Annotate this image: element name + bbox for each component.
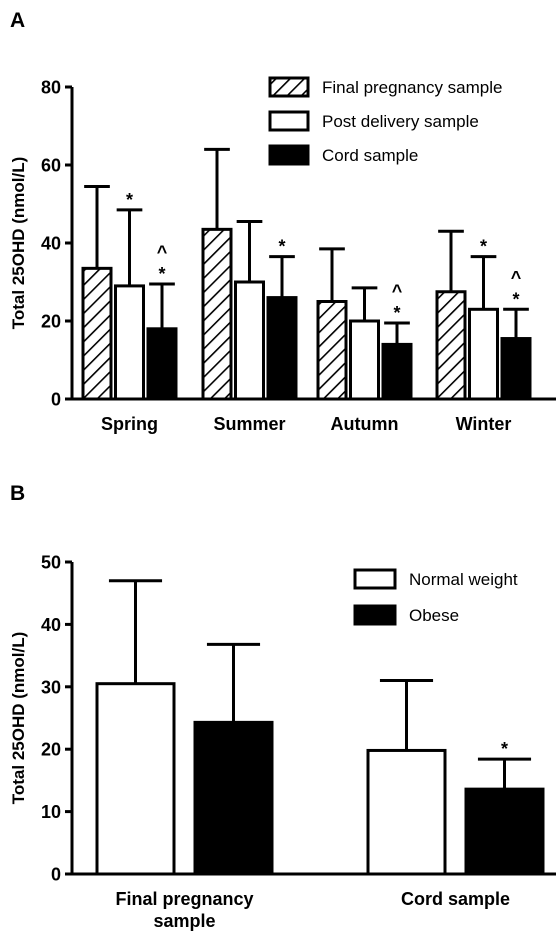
bar — [234, 280, 265, 401]
significance-marker: ^ — [157, 242, 168, 262]
legend-label: Cord sample — [322, 146, 418, 165]
bar — [114, 284, 145, 401]
significance-marker: * — [512, 289, 519, 309]
bar — [201, 227, 233, 401]
significance-marker: * — [126, 190, 133, 210]
y-tick-label: 20 — [41, 312, 61, 332]
bar — [193, 720, 274, 876]
panel-b: B Total 25OHD (nmol/L) 0 10 20 30 40 50 Final pr… — [9, 482, 556, 931]
y-tick-label: 60 — [41, 156, 61, 176]
y-tick-label: 40 — [41, 615, 61, 635]
bar — [146, 327, 178, 401]
legend-swatch — [268, 144, 310, 166]
y-axis-label: Total 25OHD (nmol/L) — [9, 632, 28, 805]
y-tick-label: 0 — [51, 390, 61, 410]
x-tick-label: Cord sample — [401, 889, 510, 909]
y-tick-label: 50 — [41, 553, 61, 573]
y-tick-label: 40 — [41, 234, 61, 254]
y-axis-label: Total 25OHD (nmol/L) — [9, 157, 28, 330]
significance-marker: * — [158, 264, 165, 284]
x-tick-label: sample — [153, 911, 215, 931]
legend-label: Normal weight — [409, 570, 518, 589]
bar — [381, 342, 413, 401]
panel-a: A Total 25OHD (nmol/L) 0 20 40 60 80 Spring Summ… — [9, 9, 556, 434]
x-tick-label: Final pregnancy — [115, 889, 253, 909]
x-tick-label: Spring — [101, 414, 158, 434]
legend-swatch — [268, 76, 310, 98]
y-tick-label: 0 — [51, 865, 61, 885]
legend-label: Post delivery sample — [322, 112, 479, 131]
legend-label: Obese — [409, 606, 459, 625]
bar — [349, 319, 380, 401]
bar — [366, 748, 447, 876]
legend-swatch — [353, 604, 397, 626]
bar — [81, 266, 113, 401]
panel-label: A — [10, 9, 25, 32]
bar — [500, 337, 532, 401]
y-tick-label: 80 — [41, 78, 61, 98]
y-tick-label: 30 — [41, 677, 61, 697]
significance-marker: * — [501, 739, 508, 759]
bar — [435, 290, 467, 401]
bar — [266, 296, 298, 401]
bar — [316, 300, 348, 401]
significance-marker: * — [278, 237, 285, 257]
significance-marker: ^ — [511, 267, 522, 287]
panel-label: B — [10, 482, 25, 505]
bar — [468, 307, 499, 401]
bar — [464, 787, 545, 876]
legend-swatch — [268, 110, 310, 132]
significance-marker: ^ — [392, 281, 403, 301]
x-tick-label: Summer — [213, 414, 285, 434]
x-tick-label: Autumn — [331, 414, 399, 434]
y-tick-label: 10 — [41, 802, 61, 822]
y-tick-label: 20 — [41, 740, 61, 760]
x-tick-label: Winter — [456, 414, 512, 434]
significance-marker: * — [480, 237, 487, 257]
bar — [95, 682, 176, 876]
legend-swatch — [353, 568, 397, 590]
significance-marker: * — [393, 303, 400, 323]
legend-label: Final pregnancy sample — [322, 78, 502, 97]
